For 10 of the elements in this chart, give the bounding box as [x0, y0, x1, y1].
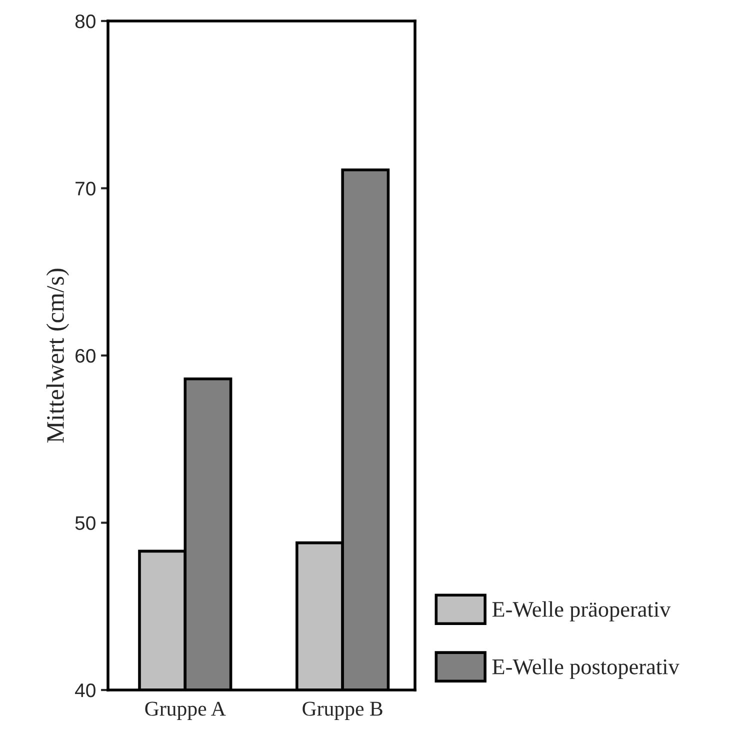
- legend-label: E-Welle postoperativ: [492, 658, 680, 679]
- y-tick-label: 70: [76, 182, 96, 196]
- x-tick-label: Gruppe B: [302, 702, 382, 720]
- y-tick-label: 60: [76, 348, 96, 363]
- y-tick-label: 50: [75, 516, 96, 530]
- x-tick-label: Gruppe A: [145, 702, 226, 720]
- y-tick-label: 40: [75, 683, 96, 698]
- legend-label: E-Welle präoperativ: [492, 601, 671, 622]
- y-tick-label: 80: [75, 14, 96, 28]
- y-axis-title: Mittelwert (cm/s): [46, 268, 70, 443]
